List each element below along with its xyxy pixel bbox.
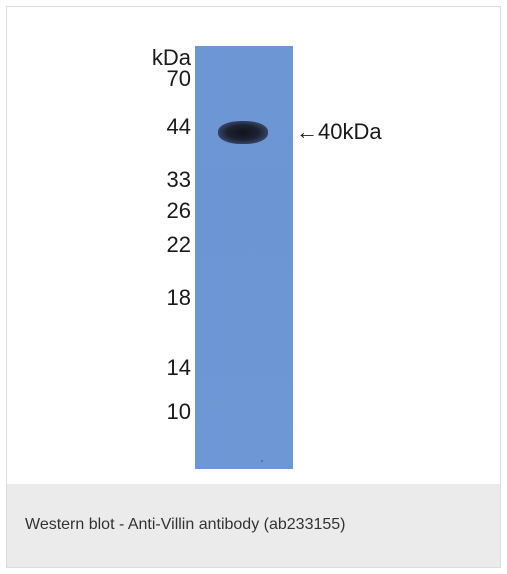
ladder-marker-18: 18	[166, 285, 191, 310]
figure-card: kDa 70 44 33 26 22 18 14 10 ←40kDa Weste…	[6, 6, 501, 568]
figure-caption: Western blot - Anti-Villin antibody (ab2…	[25, 516, 346, 533]
ladder-marker-14: 14	[166, 355, 191, 380]
ladder-marker-70: 70	[166, 66, 191, 91]
ladder-marker-33: 33	[166, 167, 191, 192]
membrane-speck	[261, 460, 263, 462]
ladder-marker-26: 26	[166, 198, 191, 223]
caption-bar: Western blot - Anti-Villin antibody (ab2…	[7, 484, 500, 567]
band-size-annotation: ←40kDa	[296, 119, 382, 144]
blot-membrane	[195, 46, 293, 469]
protein-band	[218, 121, 268, 144]
ladder-marker-22: 22	[166, 232, 191, 257]
western-blot-image[interactable]: kDa 70 44 33 26 22 18 14 10 ←40kDa	[7, 7, 500, 484]
ladder-unit-label: kDa	[151, 45, 191, 70]
ladder-marker-10: 10	[166, 399, 191, 424]
molecular-weight-ladder: kDa 70 44 33 26 22 18 14 10	[107, 7, 191, 484]
ladder-marker-44: 44	[166, 114, 191, 139]
